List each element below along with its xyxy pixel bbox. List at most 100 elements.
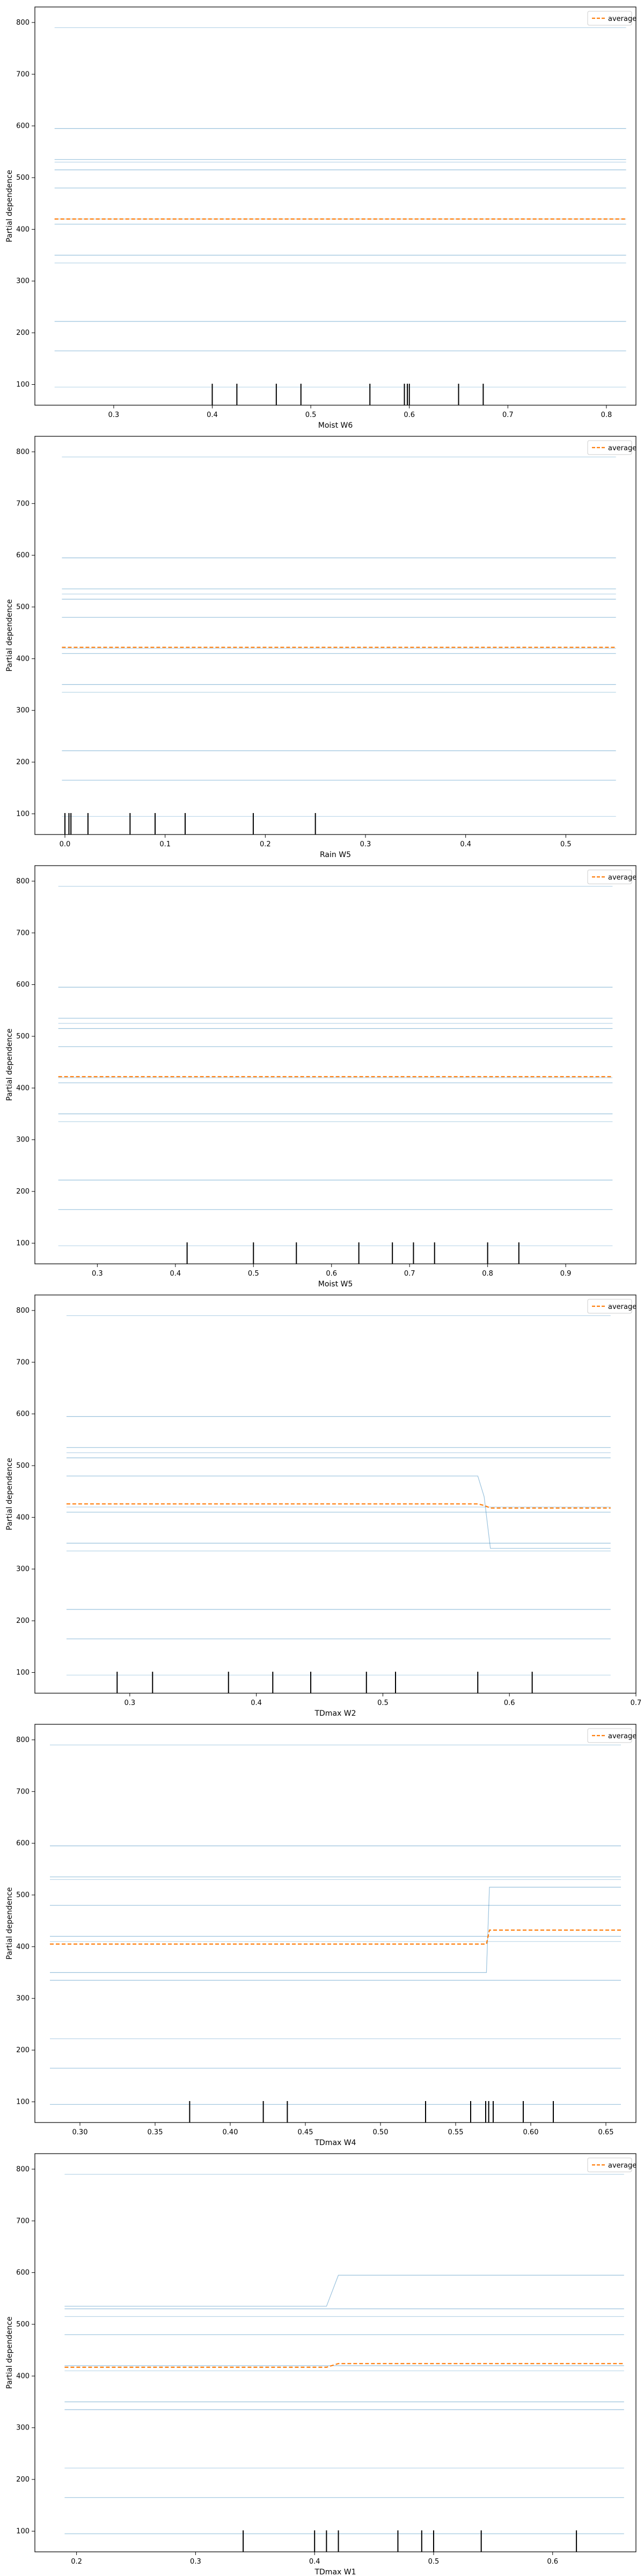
y-tick-label: 800	[16, 448, 30, 456]
x-tick-label: 0.30	[72, 2128, 88, 2136]
legend-label: average	[608, 444, 636, 452]
y-tick-label: 400	[16, 2372, 30, 2380]
x-tick-label: 0.60	[523, 2128, 539, 2136]
y-tick-label: 100	[16, 1668, 30, 1677]
pdp-panel-6: 100 200 300 400 500 600 700 800 0.2 0.3 0.4 0.5 0.6 T…	[5, 2153, 636, 2576]
y-tick-label: 300	[16, 1136, 30, 1144]
legend-box	[587, 1299, 632, 1314]
legend: average	[587, 869, 636, 884]
x-tick-label: 0.2	[260, 840, 271, 848]
y-tick-label: 300	[16, 707, 30, 715]
legend-box	[587, 1728, 632, 1743]
pdp-panel-4: 100 200 300 400 500 600 700 800 0.3 0.4 0.5 0.6 0.7 T…	[5, 1294, 642, 1717]
x-tick-label: 0.8	[482, 1270, 493, 1278]
legend: average	[587, 11, 636, 26]
axes-frame	[34, 6, 636, 406]
legend: average	[587, 2157, 636, 2172]
x-tick-label: 0.5	[428, 2558, 440, 2566]
x-tick-label: 0.0	[60, 840, 71, 848]
x-tick-label: 0.55	[448, 2128, 464, 2136]
y-tick-label: 700	[16, 1358, 30, 1366]
y-axis-label: Partial dependence	[5, 1028, 14, 1101]
average-line	[64, 2363, 624, 2368]
x-tick-label: 0.4	[170, 1270, 181, 1278]
y-tick-label: 400	[16, 655, 30, 663]
x-tick-label: 0.2	[71, 2558, 82, 2566]
y-tick-label: 400	[16, 1513, 30, 1521]
y-tick-label: 400	[16, 1943, 30, 1951]
y-tick-label: 600	[16, 2269, 30, 2277]
legend-box	[587, 440, 632, 455]
x-axis-label: TDmax W2	[314, 1709, 356, 1717]
pdp-panel-3: 100 200 300 400 500 600 700 800 0.3 0.4 0.5 0.6 0.7 0…	[5, 865, 636, 1288]
legend-box	[587, 869, 632, 884]
x-tick-label: 0.1	[159, 840, 171, 848]
x-tick-label: 0.4	[460, 840, 471, 848]
y-tick-label: 100	[16, 380, 30, 389]
y-tick-label: 800	[16, 2165, 30, 2174]
legend-label: average	[608, 2162, 636, 2170]
x-tick-label: 0.8	[601, 411, 612, 419]
x-tick-label: 0.3	[108, 411, 120, 419]
x-tick-label: 0.6	[547, 2558, 558, 2566]
y-tick-label: 700	[16, 1788, 30, 1796]
y-tick-label: 300	[16, 2424, 30, 2432]
y-tick-label: 800	[16, 1736, 30, 1744]
axes-frame	[34, 865, 636, 1264]
y-tick-label: 300	[16, 277, 30, 286]
x-axis-label: TDmax W1	[314, 2568, 356, 2576]
y-tick-label: 600	[16, 981, 30, 989]
x-tick-label: 0.35	[148, 2128, 163, 2136]
x-tick-label: 0.3	[92, 1270, 103, 1278]
ice-line	[64, 2274, 624, 2307]
y-tick-label: 200	[16, 329, 30, 337]
y-tick-label: 500	[16, 174, 30, 182]
y-tick-label: 100	[16, 2527, 30, 2535]
y-tick-label: 600	[16, 552, 30, 560]
x-tick-label: 0.7	[631, 1699, 642, 1707]
y-tick-label: 100	[16, 2098, 30, 2106]
y-tick-label: 100	[16, 1239, 30, 1247]
x-axis-label: Moist W5	[318, 1280, 353, 1288]
x-tick-label: 0.3	[190, 2558, 201, 2566]
legend-label: average	[608, 1732, 636, 1740]
y-tick-label: 200	[16, 2046, 30, 2054]
pdp-panel-2: 100 200 300 400 500 600 700 800 0.0 0.1 0.2 0.3 0.4 0…	[5, 436, 636, 859]
y-tick-label: 200	[16, 1188, 30, 1196]
x-tick-label: 0.5	[248, 1270, 259, 1278]
y-tick-label: 400	[16, 1084, 30, 1092]
x-tick-label: 0.5	[377, 1699, 389, 1707]
x-tick-label: 0.45	[298, 2128, 313, 2136]
y-tick-label: 600	[16, 1840, 30, 1848]
x-tick-label: 0.6	[326, 1270, 337, 1278]
y-tick-label: 600	[16, 1410, 30, 1418]
y-tick-label: 100	[16, 810, 30, 818]
legend: average	[587, 1728, 636, 1743]
y-tick-label: 200	[16, 2476, 30, 2484]
y-axis-label: Partial dependence	[5, 599, 14, 671]
x-tick-label: 0.3	[124, 1699, 135, 1707]
average-line	[66, 1503, 611, 1509]
legend-box	[587, 2157, 632, 2172]
x-tick-label: 0.40	[223, 2128, 238, 2136]
legend: average	[587, 1299, 636, 1314]
axes-frame	[34, 436, 636, 835]
legend-label: average	[608, 874, 636, 882]
y-tick-label: 600	[16, 122, 30, 130]
legend: average	[587, 440, 636, 455]
y-axis-label: Partial dependence	[5, 170, 14, 242]
x-tick-label: 0.5	[305, 411, 317, 419]
y-tick-label: 300	[16, 1995, 30, 2003]
x-tick-label: 0.4	[309, 2558, 320, 2566]
y-tick-label: 700	[16, 2217, 30, 2225]
y-tick-label: 500	[16, 1462, 30, 1470]
x-tick-label: 0.7	[502, 411, 514, 419]
x-tick-label: 0.50	[373, 2128, 389, 2136]
legend-label: average	[608, 1303, 636, 1311]
legend-box	[587, 11, 632, 26]
y-tick-label: 500	[16, 2321, 30, 2329]
x-tick-label: 0.4	[207, 411, 218, 419]
y-tick-label: 400	[16, 225, 30, 233]
pdp-panel-1: 100 200 300 400 500 600 700 800 0.3 0.4 0.5 0.6 0.7 0…	[5, 6, 636, 429]
